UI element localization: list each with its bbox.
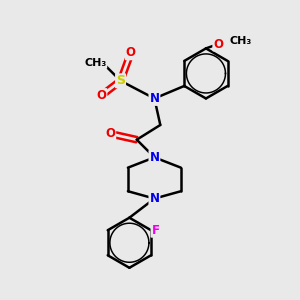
- Text: CH₃: CH₃: [230, 36, 252, 46]
- Text: O: O: [105, 127, 115, 140]
- Text: O: O: [126, 46, 136, 59]
- Text: N: N: [149, 192, 159, 205]
- Text: CH₃: CH₃: [84, 58, 107, 68]
- Text: O: O: [213, 38, 223, 50]
- Text: N: N: [149, 92, 159, 105]
- Text: S: S: [116, 74, 125, 87]
- Text: O: O: [96, 89, 106, 102]
- Text: F: F: [152, 224, 160, 237]
- Text: N: N: [149, 151, 159, 164]
